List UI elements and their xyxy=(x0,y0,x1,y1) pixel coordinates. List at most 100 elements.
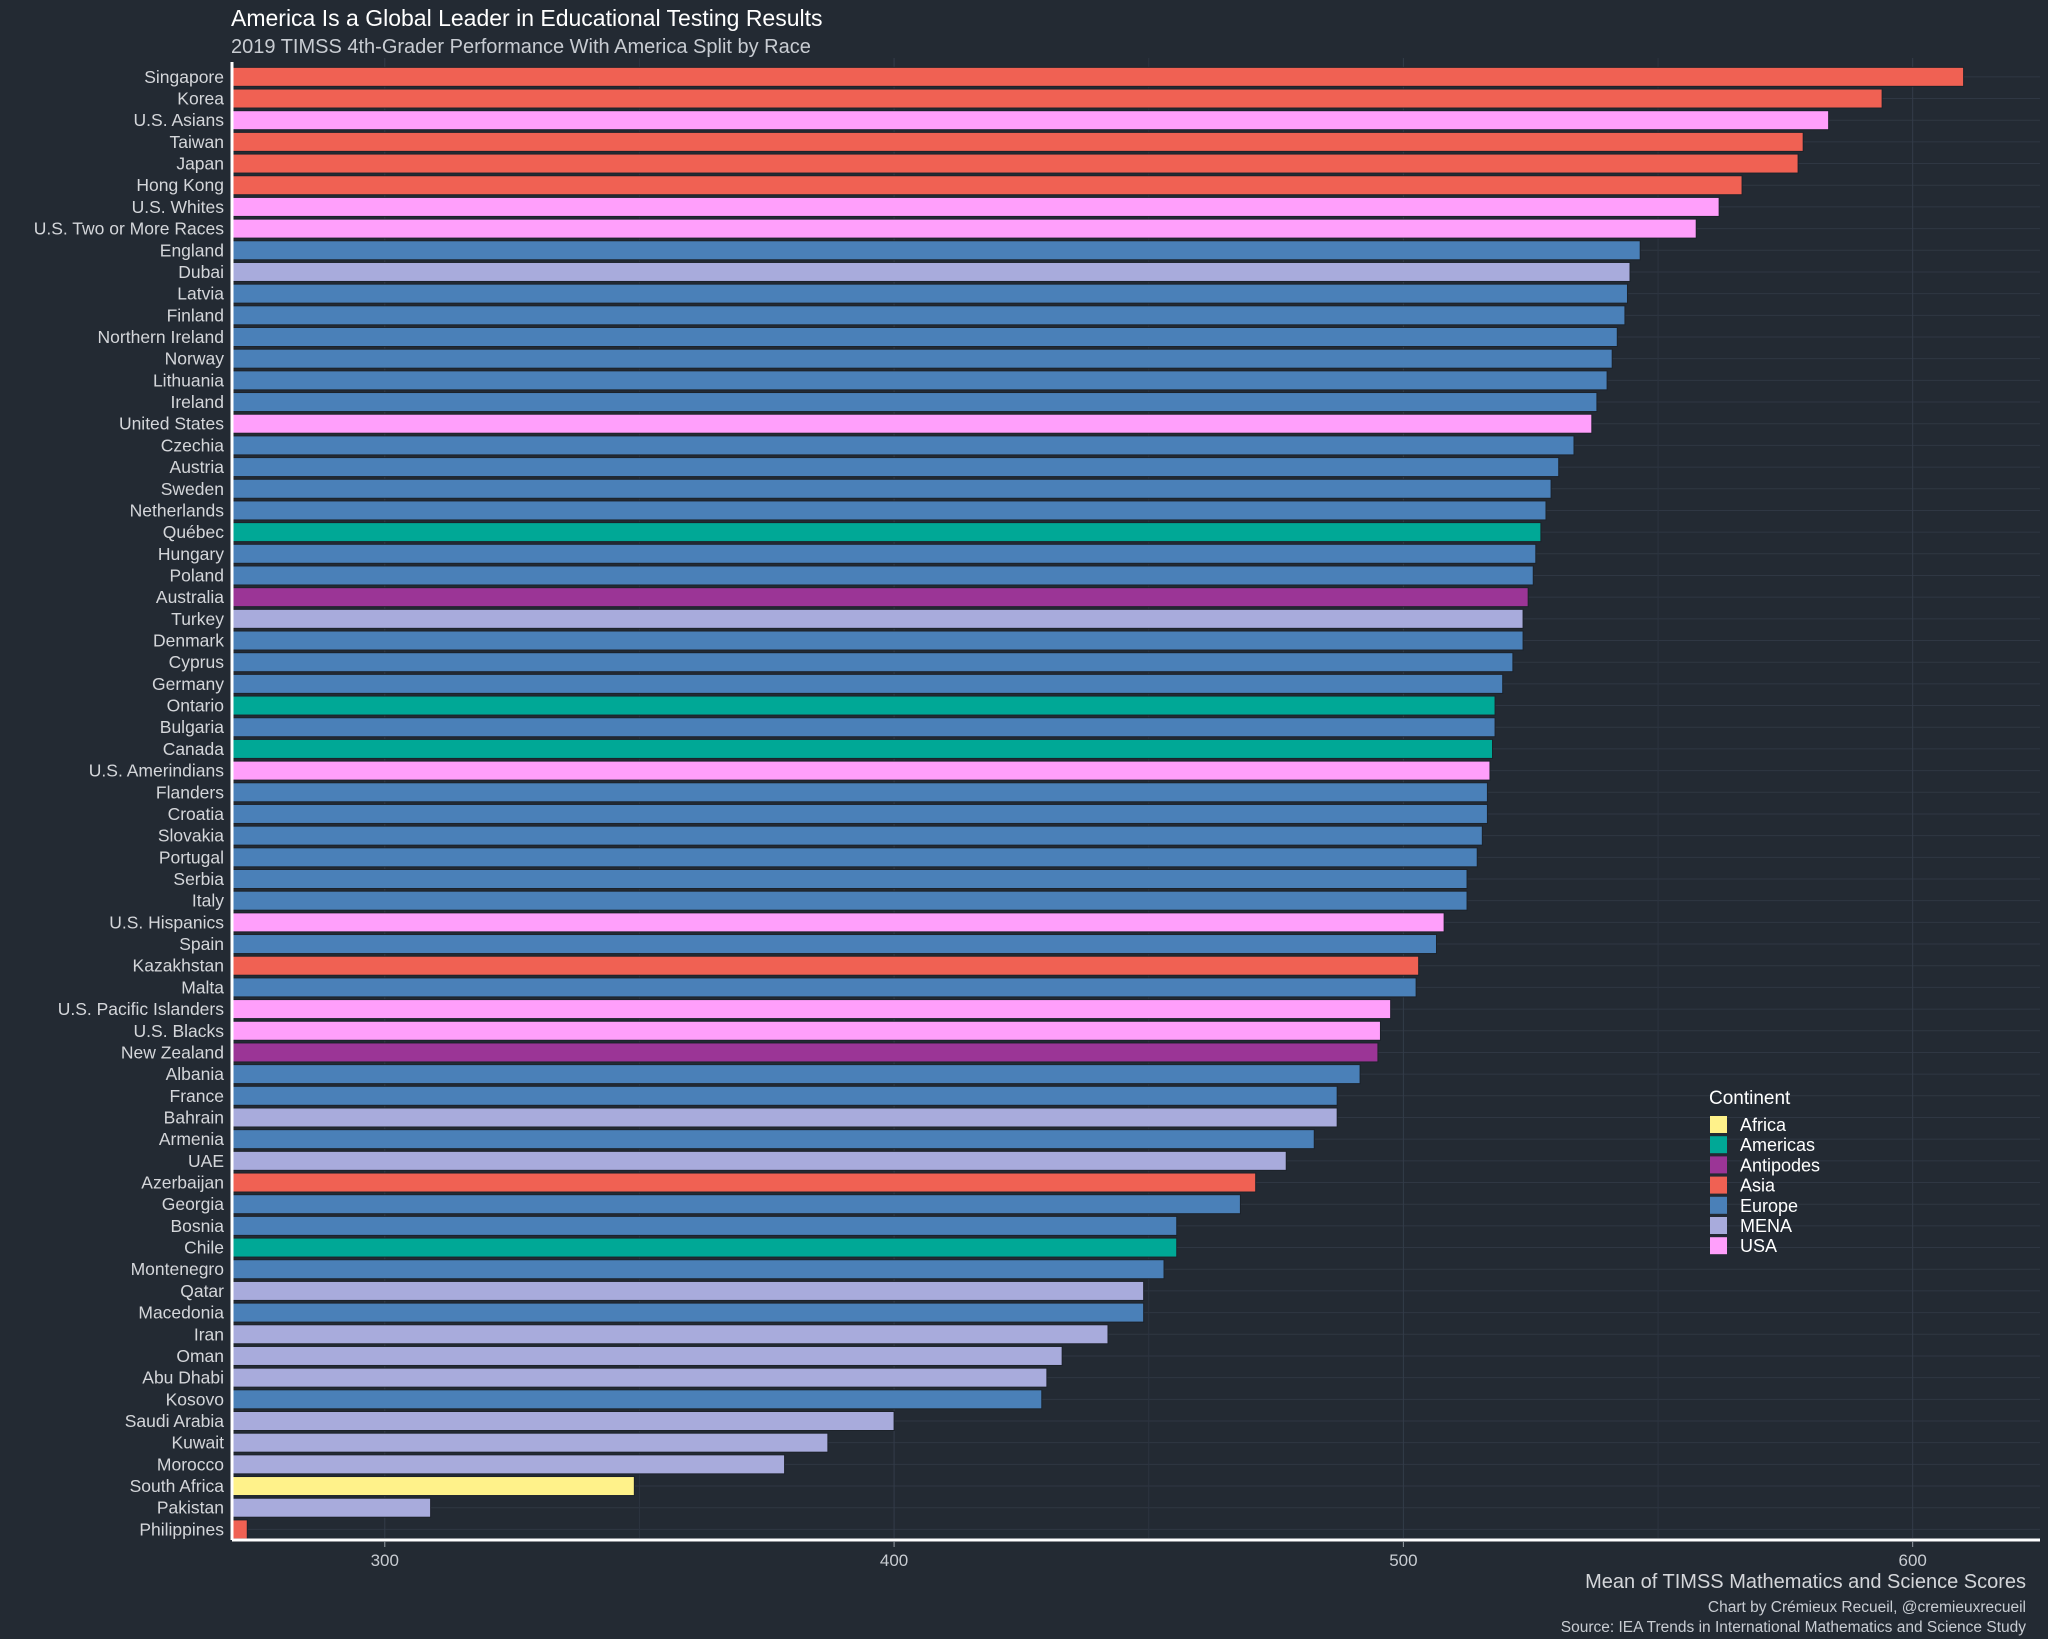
bar-south-africa xyxy=(232,1476,635,1497)
bar-morocco xyxy=(232,1454,786,1475)
bar-u-s-amerindians xyxy=(232,760,1491,781)
bar-france xyxy=(232,1085,1338,1106)
bar-u-s-two-or-more-races xyxy=(232,218,1697,239)
bar-ireland xyxy=(232,392,1598,413)
category-label: Ireland xyxy=(170,392,224,412)
category-label: Japan xyxy=(176,154,224,174)
bar-ontario xyxy=(232,695,1496,716)
category-label: Portugal xyxy=(159,847,224,867)
category-label: U.S. Amerindians xyxy=(89,761,224,781)
legend-swatch-usa xyxy=(1710,1237,1727,1255)
x-axis-ticks: 300 400 500 600 xyxy=(371,1541,1927,1570)
caption-source: Source: IEA Trends in International Math… xyxy=(1561,1619,2027,1636)
category-label: Cyprus xyxy=(169,652,225,672)
bar-georgia xyxy=(232,1194,1241,1215)
bar-finland xyxy=(232,305,1626,326)
category-label: Latvia xyxy=(177,284,224,304)
legend-swatch-americas xyxy=(1710,1136,1727,1154)
bar-lithuania xyxy=(232,370,1608,391)
category-label: U.S. Pacific Islanders xyxy=(58,999,225,1019)
category-label: Chile xyxy=(184,1238,224,1258)
bar-bahrain xyxy=(232,1107,1338,1128)
category-label: Northern Ireland xyxy=(98,327,224,347)
legend-swatch-asia xyxy=(1710,1176,1727,1194)
bar-u-s-whites xyxy=(232,196,1720,217)
category-label: Slovakia xyxy=(158,826,224,846)
category-label: Abu Dhabi xyxy=(142,1368,224,1388)
legend-swatch-antipodes xyxy=(1710,1156,1727,1174)
bar-qatar xyxy=(232,1280,1145,1301)
category-label: U.S. Two or More Races xyxy=(34,219,225,239)
category-label: Sweden xyxy=(161,479,224,499)
bar-england xyxy=(232,240,1641,261)
category-label: Bahrain xyxy=(164,1107,224,1127)
bar-czechia xyxy=(232,435,1575,456)
category-label: Netherlands xyxy=(130,500,225,520)
category-label: Lithuania xyxy=(153,370,224,390)
bar-kosovo xyxy=(232,1389,1043,1410)
category-label: Australia xyxy=(156,587,224,607)
bar-malta xyxy=(232,977,1417,998)
category-label: Norway xyxy=(165,349,225,369)
category-label: Serbia xyxy=(173,869,224,889)
category-label: Canada xyxy=(163,739,225,759)
bar-italy xyxy=(232,890,1468,911)
bar-flanders xyxy=(232,782,1488,803)
category-label: Singapore xyxy=(144,67,224,87)
legend-label-americas: Americas xyxy=(1740,1135,1815,1155)
bar-albania xyxy=(232,1064,1361,1085)
bar-u-s-hispanics xyxy=(232,912,1445,933)
category-label: Germany xyxy=(152,674,224,694)
legend-label-antipodes: Antipodes xyxy=(1740,1155,1820,1175)
category-label: New Zealand xyxy=(121,1042,224,1062)
bar-netherlands xyxy=(232,500,1547,521)
bar-iran xyxy=(232,1324,1109,1345)
bar-bulgaria xyxy=(232,717,1496,738)
category-label: Malta xyxy=(181,977,224,997)
bar-abu-dhabi xyxy=(232,1367,1048,1388)
x-axis-label: Mean of TIMSS Mathematics and Science Sc… xyxy=(1585,1571,2026,1593)
category-label: Czechia xyxy=(161,435,224,455)
bar-taiwan xyxy=(232,131,1804,152)
category-label: Poland xyxy=(170,565,225,585)
bar-uae xyxy=(232,1150,1287,1171)
bar-kuwait xyxy=(232,1432,829,1453)
bar-u-s-blacks xyxy=(232,1020,1381,1041)
category-label: South Africa xyxy=(130,1476,225,1496)
category-label: United States xyxy=(119,414,224,434)
category-label: Croatia xyxy=(168,804,225,824)
bar-hungary xyxy=(232,543,1537,564)
category-label: Kuwait xyxy=(171,1433,224,1453)
bar-azerbaijan xyxy=(232,1172,1257,1193)
category-label: Armenia xyxy=(159,1129,224,1149)
bar-canada xyxy=(232,738,1494,759)
category-label: Saudi Arabia xyxy=(125,1411,225,1431)
caption-credit: Chart by Crémieux Recueil, @cremieuxrecu… xyxy=(1708,1599,2026,1616)
category-label: Pakistan xyxy=(157,1498,224,1518)
category-label: Hong Kong xyxy=(136,175,224,195)
bar-norway xyxy=(232,348,1613,369)
bar-croatia xyxy=(232,803,1488,824)
category-label: Oman xyxy=(176,1346,224,1366)
bar-pakistan xyxy=(232,1497,432,1518)
category-label: UAE xyxy=(188,1151,224,1171)
category-label: Macedonia xyxy=(138,1303,224,1323)
bar-poland xyxy=(232,565,1534,586)
bar-hong-kong xyxy=(232,175,1743,196)
bar-united-states xyxy=(232,413,1593,434)
category-label: Bosnia xyxy=(170,1216,224,1236)
category-label: England xyxy=(160,240,224,260)
category-label: Italy xyxy=(192,891,224,911)
category-label: Morocco xyxy=(157,1454,224,1474)
category-label: Qatar xyxy=(180,1281,224,1301)
category-label: Dubai xyxy=(178,262,224,282)
category-label: Kazakhstan xyxy=(133,956,224,976)
bar-austria xyxy=(232,457,1560,478)
category-label: Taiwan xyxy=(170,132,224,152)
bar-philippines xyxy=(232,1519,248,1540)
bar-turkey xyxy=(232,608,1524,629)
chart-subtitle: 2019 TIMSS 4th-Grader Performance With A… xyxy=(231,36,811,58)
bar-denmark xyxy=(232,630,1524,651)
category-label: Montenegro xyxy=(131,1259,224,1279)
